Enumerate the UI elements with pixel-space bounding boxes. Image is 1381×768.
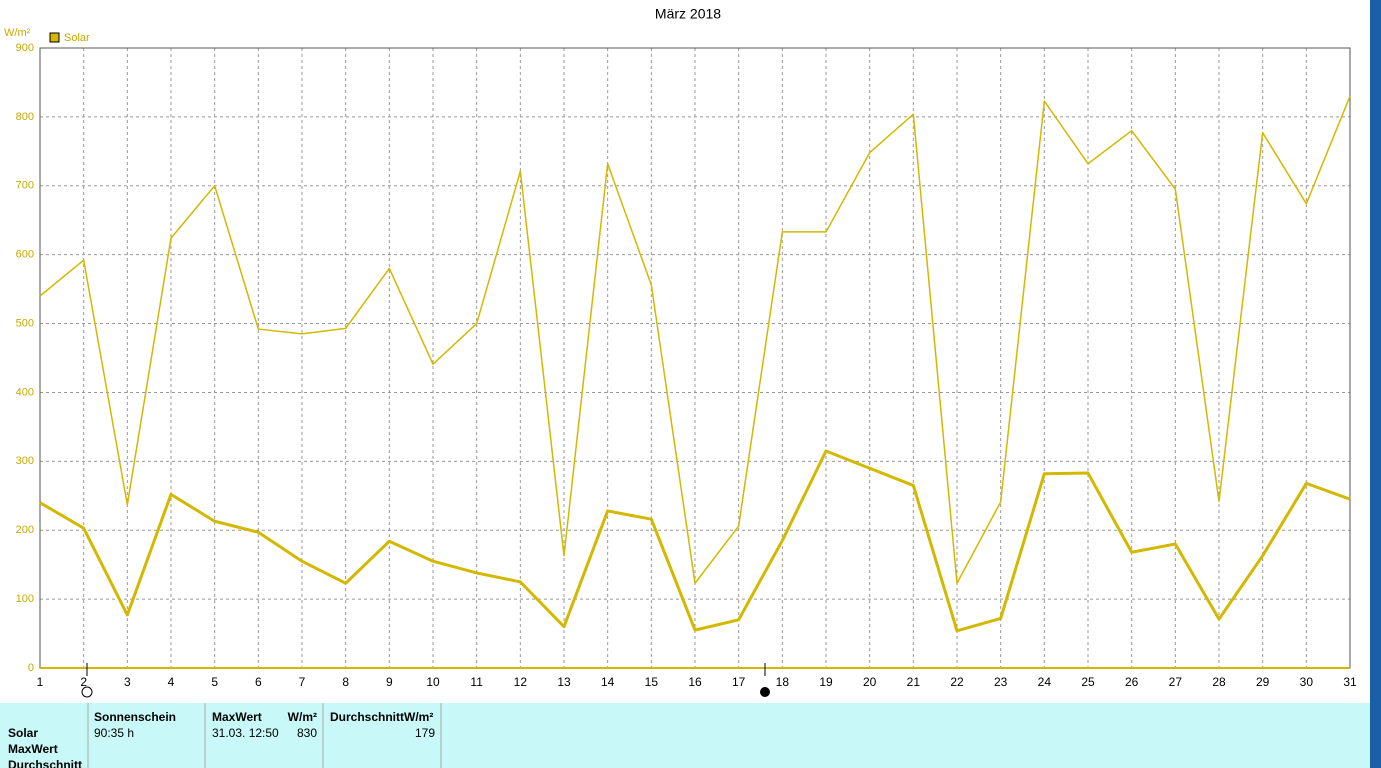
y-tick-label: 0 — [28, 662, 34, 674]
cell: 90:35 h — [94, 726, 134, 740]
x-tick-label: 11 — [470, 675, 483, 689]
y-tick-label: 300 — [16, 455, 34, 467]
x-tick-label: 8 — [342, 675, 349, 689]
data-line — [39, 449, 1351, 633]
x-tick-label: 27 — [1169, 675, 1183, 689]
x-tick-label: 21 — [907, 675, 921, 689]
col-unit: W/m² — [288, 710, 317, 724]
y-unit: W/m² — [4, 27, 31, 39]
cell: 830 — [297, 726, 317, 740]
x-tick-label: 6 — [255, 675, 262, 689]
data-line — [39, 95, 1351, 585]
x-tick-label: 18 — [776, 675, 790, 689]
moon-icon — [81, 686, 93, 698]
x-tick-label: 31 — [1343, 675, 1357, 689]
row-label: MaxWert — [8, 742, 58, 756]
x-tick-label: 5 — [211, 675, 218, 689]
x-tick-label: 10 — [426, 675, 440, 689]
y-tick-label: 700 — [16, 180, 34, 192]
x-tick-label: 7 — [299, 675, 306, 689]
x-tick-label: 9 — [386, 675, 393, 689]
x-tick-label: 20 — [863, 675, 877, 689]
x-tick-label: 17 — [732, 675, 746, 689]
y-tick-label: 200 — [16, 524, 34, 536]
y-tick-label: 500 — [16, 317, 34, 329]
row-label: Durchschnitt — [8, 758, 82, 768]
legend-swatch — [49, 32, 60, 43]
moon-icon — [760, 687, 770, 697]
chart-title: März 2018 — [655, 6, 721, 22]
cell: 179 — [415, 726, 435, 740]
x-tick-label: 26 — [1125, 675, 1139, 689]
x-tick-label: 16 — [688, 675, 702, 689]
x-tick-label: 14 — [601, 675, 615, 689]
y-tick-label: 800 — [16, 111, 34, 123]
x-tick-label: 2 — [80, 675, 87, 689]
x-tick-label: 25 — [1081, 675, 1095, 689]
x-tick-label: 15 — [645, 675, 659, 689]
x-tick-label: 1 — [37, 675, 44, 689]
x-tick-label: 30 — [1300, 675, 1314, 689]
y-tick-label: 600 — [16, 249, 34, 261]
x-tick-label: 29 — [1256, 675, 1270, 689]
x-tick-label: 12 — [514, 675, 528, 689]
col-header: Sonnenschein — [94, 710, 176, 724]
desktop-strip — [1370, 0, 1381, 768]
x-tick-label: 4 — [168, 675, 175, 689]
cell: 31.03. 12:50 — [212, 726, 279, 740]
x-tick-label: 19 — [819, 675, 833, 689]
legend-label: Solar — [64, 32, 90, 44]
y-tick-label: 100 — [16, 593, 34, 605]
x-tick-label: 3 — [124, 675, 131, 689]
summary-table: Solar MaxWert Durchschnitt Sonnenschein … — [0, 703, 1370, 768]
y-tick-label: 400 — [16, 386, 34, 398]
y-tick-label: 900 — [16, 42, 34, 54]
x-tick-label: 22 — [950, 675, 964, 689]
col-header: DurchschnittW/m² — [330, 710, 433, 724]
x-tick-label: 13 — [557, 675, 571, 689]
table-bg — [0, 703, 1370, 768]
row-label: Solar — [8, 726, 38, 740]
x-tick-label: 28 — [1212, 675, 1226, 689]
col-header: MaxWert — [212, 710, 262, 724]
x-tick-label: 24 — [1038, 675, 1052, 689]
x-tick-label: 23 — [994, 675, 1008, 689]
